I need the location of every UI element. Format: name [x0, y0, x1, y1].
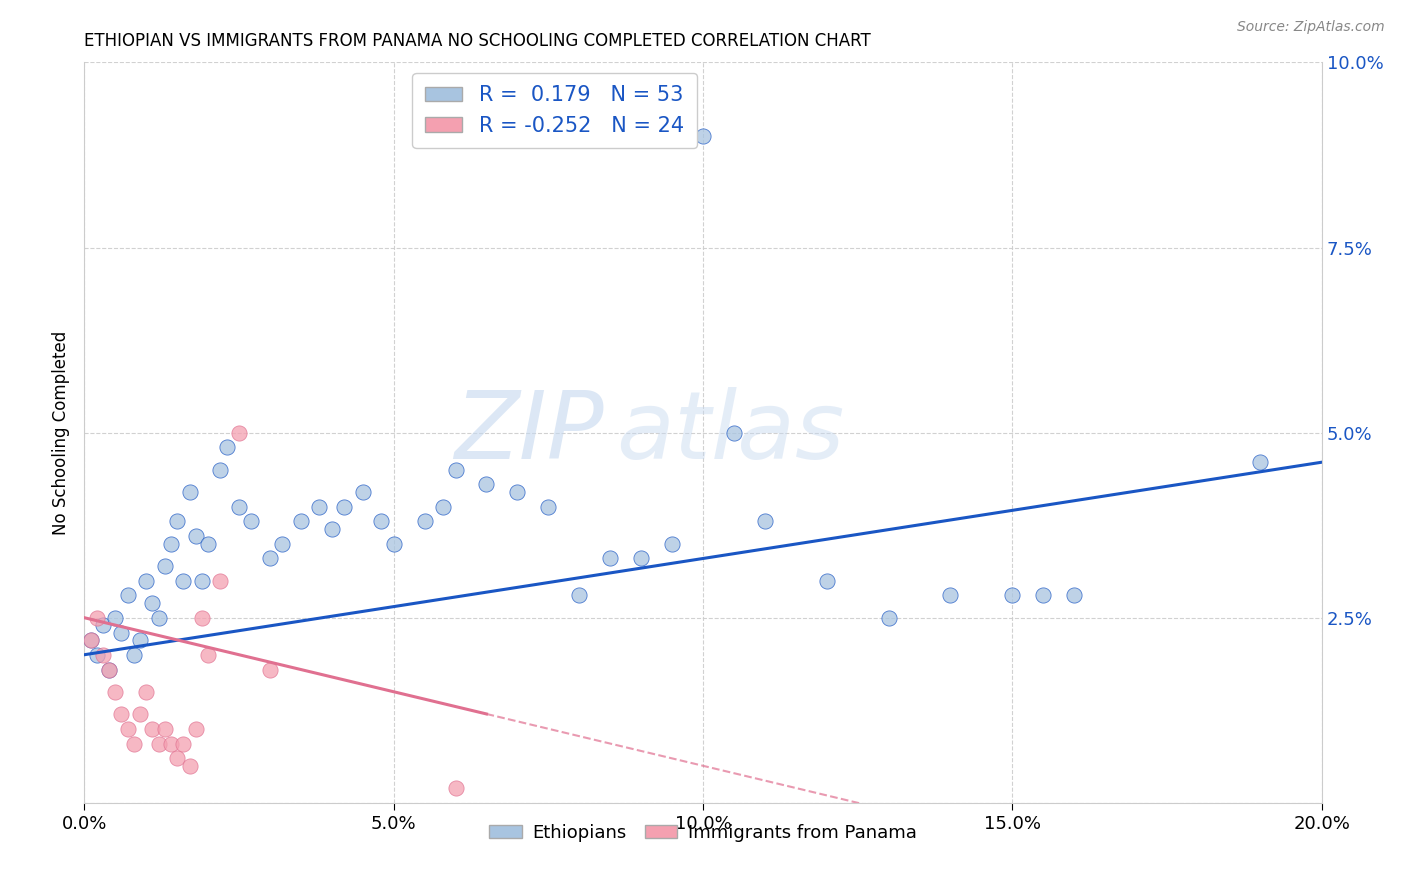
- Point: [209, 574, 232, 588]
- Point: [191, 610, 214, 624]
- Point: [240, 515, 263, 529]
- Point: [184, 529, 207, 543]
- Point: [191, 574, 214, 588]
- Point: [86, 648, 108, 662]
- Point: [153, 558, 176, 573]
- Point: [506, 484, 529, 499]
- Point: [117, 722, 139, 736]
- Point: [141, 596, 163, 610]
- Point: [172, 737, 194, 751]
- Point: [197, 536, 219, 550]
- Text: ZIP: ZIP: [454, 387, 605, 478]
- Point: [1063, 589, 1085, 603]
- Point: [877, 610, 900, 624]
- Point: [537, 500, 560, 514]
- Point: [148, 610, 170, 624]
- Point: [135, 574, 157, 588]
- Point: [599, 551, 621, 566]
- Point: [160, 737, 183, 751]
- Point: [122, 737, 145, 751]
- Point: [179, 758, 201, 772]
- Point: [215, 441, 238, 455]
- Point: [754, 515, 776, 529]
- Point: [1249, 455, 1271, 469]
- Point: [630, 551, 652, 566]
- Point: [160, 536, 183, 550]
- Legend: Ethiopians, Immigrants from Panama: Ethiopians, Immigrants from Panama: [482, 817, 924, 849]
- Point: [413, 515, 436, 529]
- Point: [98, 663, 121, 677]
- Point: [209, 462, 232, 476]
- Point: [166, 751, 188, 765]
- Point: [815, 574, 838, 588]
- Point: [228, 500, 250, 514]
- Point: [166, 515, 188, 529]
- Point: [117, 589, 139, 603]
- Y-axis label: No Schooling Completed: No Schooling Completed: [52, 331, 70, 534]
- Point: [432, 500, 454, 514]
- Point: [172, 574, 194, 588]
- Point: [104, 685, 127, 699]
- Point: [939, 589, 962, 603]
- Text: ETHIOPIAN VS IMMIGRANTS FROM PANAMA NO SCHOOLING COMPLETED CORRELATION CHART: ETHIOPIAN VS IMMIGRANTS FROM PANAMA NO S…: [84, 32, 872, 50]
- Point: [321, 522, 343, 536]
- Point: [259, 663, 281, 677]
- Point: [91, 648, 114, 662]
- Point: [444, 780, 467, 795]
- Point: [122, 648, 145, 662]
- Point: [444, 462, 467, 476]
- Point: [308, 500, 330, 514]
- Point: [382, 536, 405, 550]
- Point: [110, 625, 132, 640]
- Point: [1032, 589, 1054, 603]
- Point: [91, 618, 114, 632]
- Point: [86, 610, 108, 624]
- Point: [135, 685, 157, 699]
- Point: [271, 536, 294, 550]
- Point: [259, 551, 281, 566]
- Point: [723, 425, 745, 440]
- Point: [79, 632, 101, 647]
- Point: [104, 610, 127, 624]
- Point: [661, 536, 683, 550]
- Point: [184, 722, 207, 736]
- Point: [98, 663, 121, 677]
- Point: [153, 722, 176, 736]
- Text: atlas: atlas: [616, 387, 845, 478]
- Point: [228, 425, 250, 440]
- Text: Source: ZipAtlas.com: Source: ZipAtlas.com: [1237, 20, 1385, 34]
- Point: [352, 484, 374, 499]
- Point: [129, 632, 152, 647]
- Point: [1001, 589, 1024, 603]
- Point: [692, 129, 714, 144]
- Point: [79, 632, 101, 647]
- Point: [179, 484, 201, 499]
- Point: [333, 500, 356, 514]
- Point: [110, 706, 132, 721]
- Point: [370, 515, 392, 529]
- Point: [475, 477, 498, 491]
- Point: [148, 737, 170, 751]
- Point: [290, 515, 312, 529]
- Point: [197, 648, 219, 662]
- Point: [568, 589, 591, 603]
- Point: [129, 706, 152, 721]
- Point: [141, 722, 163, 736]
